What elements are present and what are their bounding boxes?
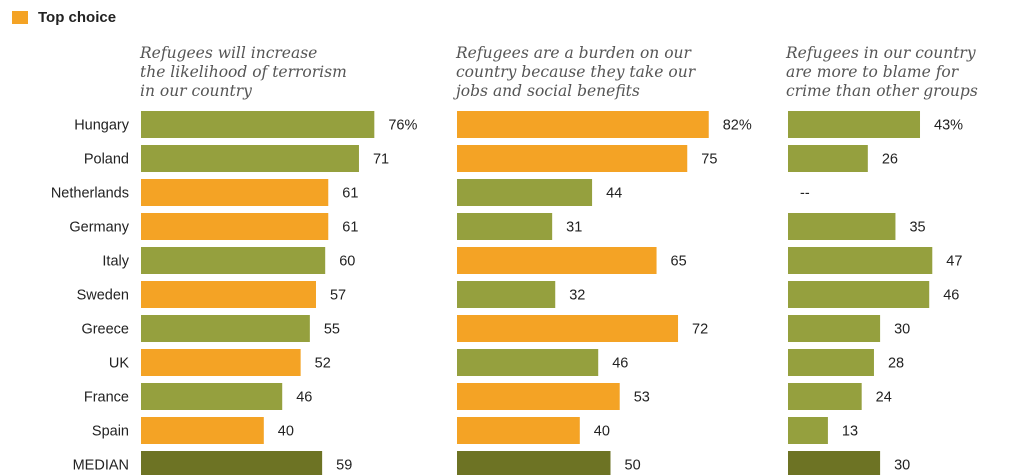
value-label-panel3-greece: 30 (894, 322, 910, 338)
legend: Top choice (12, 9, 116, 26)
category-label-france: France (84, 390, 129, 406)
bar-panel2-germany (457, 213, 553, 240)
panel-title-crime: Refugees in our country are more to blam… (786, 44, 978, 100)
value-label-panel3-hungary: 43% (934, 118, 963, 134)
bar-panel3-uk (788, 349, 874, 376)
bar-panel1-uk (141, 349, 301, 376)
value-label-panel2-france: 53 (634, 390, 650, 406)
value-label-panel1-sweden: 57 (330, 288, 346, 304)
bar-panel2-median (457, 451, 611, 475)
value-label-panel2-sweden: 32 (569, 288, 585, 304)
value-label-panel3-france: 24 (876, 390, 892, 406)
bar-panel2-netherlands (457, 179, 593, 206)
bar-panel1-germany (141, 213, 329, 240)
value-label-panel3-spain: 13 (842, 424, 858, 440)
bar-panel3-poland (788, 145, 868, 172)
value-label-panel3-uk: 28 (888, 356, 904, 372)
bar-panel3-spain (788, 417, 828, 444)
value-label-panel3-median: 30 (894, 458, 910, 474)
value-label-panel2-hungary: 82% (723, 118, 752, 134)
bar-panel1-sweden (141, 281, 316, 308)
value-label-panel1-italy: 60 (339, 254, 355, 270)
value-label-panel3-poland: 26 (882, 152, 898, 168)
value-label-panel2-spain: 40 (594, 424, 610, 440)
bar-panel2-poland (457, 145, 688, 172)
value-label-panel1-greece: 55 (324, 322, 340, 338)
value-label-panel1-uk: 52 (315, 356, 331, 372)
value-label-panel2-median: 50 (625, 458, 641, 474)
category-label-greece: Greece (81, 322, 129, 338)
legend-swatch (12, 11, 28, 24)
category-label-germany: Germany (69, 220, 129, 236)
value-label-panel2-uk: 46 (612, 356, 628, 372)
value-label-panel2-netherlands: 44 (606, 186, 622, 202)
bar-panel2-hungary (457, 111, 709, 138)
category-label-italy: Italy (102, 254, 129, 270)
bar-panel1-greece (141, 315, 310, 342)
value-label-panel3-netherlands: -- (800, 186, 810, 202)
value-label-panel3-sweden: 46 (943, 288, 959, 304)
value-label-panel2-greece: 72 (692, 322, 708, 338)
category-label-sweden: Sweden (77, 288, 129, 304)
category-label-spain: Spain (92, 424, 129, 440)
bar-panel1-spain (141, 417, 264, 444)
bar-panel3-greece (788, 315, 881, 342)
bar-panel3-france (788, 383, 862, 410)
bar-panel2-sweden (457, 281, 556, 308)
value-label-panel1-median: 59 (336, 458, 352, 474)
bar-panel3-germany (788, 213, 896, 240)
category-label-median: MEDIAN (73, 458, 129, 474)
bar-panel2-greece (457, 315, 679, 342)
panel-title-burden: Refugees are a burden on our country bec… (456, 44, 696, 100)
bar-panel1-france (141, 383, 283, 410)
bar-panel3-hungary (788, 111, 921, 138)
bar-panel2-italy (457, 247, 657, 274)
category-label-netherlands: Netherlands (51, 186, 129, 202)
value-label-panel3-germany: 35 (909, 220, 925, 236)
bar-panel1-italy (141, 247, 326, 274)
bar-panel3-sweden (788, 281, 930, 308)
panel-title-terrorism: Refugees will increase the likelihood of… (140, 44, 347, 100)
value-label-panel2-poland: 75 (701, 152, 717, 168)
bar-panel2-uk (457, 349, 599, 376)
bar-panel1-netherlands (141, 179, 329, 206)
category-label-poland: Poland (84, 152, 129, 168)
value-label-panel2-italy: 65 (671, 254, 687, 270)
value-label-panel1-germany: 61 (342, 220, 358, 236)
legend-label: Top choice (38, 9, 117, 26)
bar-panel3-median (788, 451, 881, 475)
bar-panel1-hungary (141, 111, 375, 138)
category-label-hungary: Hungary (74, 118, 130, 134)
value-label-panel1-france: 46 (296, 390, 312, 406)
value-label-panel2-germany: 31 (566, 220, 582, 236)
value-label-panel3-italy: 47 (946, 254, 962, 270)
bar-panel2-france (457, 383, 620, 410)
bar-panel1-poland (141, 145, 359, 172)
bar-panel1-median (141, 451, 323, 475)
category-label-uk: UK (109, 356, 129, 372)
bar-panel2-spain (457, 417, 580, 444)
value-label-panel1-spain: 40 (278, 424, 294, 440)
value-label-panel1-netherlands: 61 (342, 186, 358, 202)
value-label-panel1-poland: 71 (373, 152, 389, 168)
value-label-panel1-hungary: 76% (388, 118, 417, 134)
bar-panel3-italy (788, 247, 933, 274)
